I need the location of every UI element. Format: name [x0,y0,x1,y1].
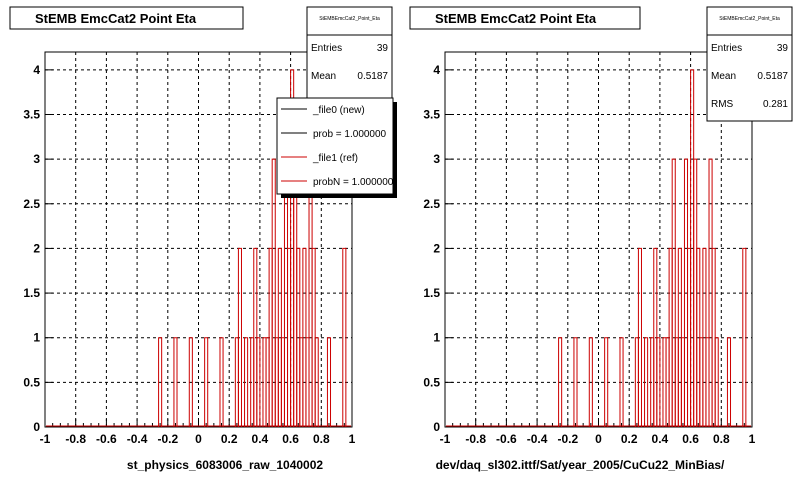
x-tick-label: -0.8 [465,432,486,446]
histogram-bin [173,337,178,427]
x-tick-label: -0.4 [527,432,548,446]
y-tick-label: 0 [33,420,40,434]
x-tick-label: -0.4 [127,432,148,446]
x-tick-label: 0.2 [221,432,238,446]
stats-value: 39 [777,43,789,54]
x-tick-label: 0.4 [652,432,669,446]
x-tick-label: 1 [749,432,756,446]
y-tick-label: 3 [33,152,40,166]
histogram-bin [573,337,578,427]
histogram-bin [158,337,163,427]
legend-label: _file1 (ref) [312,153,358,164]
histogram-bin [714,337,719,427]
y-tick-label: 1 [33,331,40,345]
chart-title: StEMB EmcCat2 Point Eta [35,11,197,26]
x-tick-label: 0 [595,432,602,446]
stats-label: Entries [711,43,742,54]
histogram-bin [188,337,193,427]
stats-label: Mean [711,71,736,82]
y-tick-label: 0.5 [23,375,40,389]
histogram-bin [314,337,319,427]
stats-value: 0.5187 [357,71,388,82]
y-tick-label: 3 [433,152,440,166]
x-tick-label: -1 [40,432,51,446]
histogram-bin [326,337,332,427]
title-box [409,6,641,30]
y-tick-label: 1 [433,331,440,345]
x-tick-label: 0.8 [713,432,730,446]
stats-label: Entries [311,43,342,54]
x-axis-label: dev/daq_sl302.ittf/Sat/year_2005/CuCu22_… [436,458,725,472]
y-tick-label: 1.5 [423,286,440,300]
y-tick-label: 3.5 [23,108,40,122]
title-box [9,6,244,30]
stats-label: Mean [311,71,336,82]
x-tick-label: 0.6 [282,432,299,446]
histogram-bin [204,337,209,427]
x-tick-label: 0 [195,432,202,446]
x-tick-label: -1 [440,432,451,446]
histogram-bin [742,247,747,427]
y-tick-label: 4 [433,63,440,77]
histogram-bin [726,337,732,427]
histogram-bin [271,158,276,427]
y-tick-label: 2 [433,241,440,255]
histogram-bin [644,337,649,427]
x-tick-label: -0.8 [65,432,86,446]
x-tick-label: 0.6 [682,432,699,446]
legend-label: _file0 (new) [312,105,365,116]
x-tick-label: 0.8 [313,432,330,446]
x-axis-label: st_physics_6083006_raw_1040002 [127,458,323,472]
x-tick-label: -0.6 [96,432,117,446]
histogram-bin [588,337,593,427]
y-tick-label: 0 [433,420,440,434]
x-tick-label: 1 [349,432,356,446]
stats-value: 0.281 [763,99,788,110]
histogram-bin [656,337,661,427]
x-tick-label: 0.4 [252,432,269,446]
y-tick-label: 2 [33,241,40,255]
y-tick-label: 2.5 [23,197,40,211]
histogram-bin [637,247,642,427]
x-tick-label: -0.2 [157,432,178,446]
histogram-bin [604,337,609,427]
histogram-bin [256,337,261,427]
stats-name: StEMBEmcCat2_Point_Eta [719,16,780,22]
legend-box [276,97,394,195]
histogram-bin [219,337,224,427]
histogram-bin [671,158,676,427]
stats-box [706,6,793,122]
histogram-bin [558,337,563,427]
legend-label: prob = 1.000000 [313,129,387,140]
stats-value: 39 [377,43,389,54]
stats-label: RMS [711,99,734,110]
y-tick-label: 2.5 [423,197,440,211]
histogram-bin [619,337,624,427]
stats-value: 0.5187 [757,71,788,82]
y-tick-label: 4 [33,63,40,77]
histogram-bin [342,247,347,427]
chart-title: StEMB EmcCat2 Point Eta [435,11,597,26]
x-tick-label: -0.2 [557,432,578,446]
histogram-bin [244,337,249,427]
y-tick-label: 0.5 [423,375,440,389]
x-tick-label: -0.6 [496,432,517,446]
x-tick-label: 0.2 [621,432,638,446]
legend-label: probN = 1.000000 [313,177,394,188]
y-tick-label: 3.5 [423,108,440,122]
histogram-bin [237,247,242,427]
y-tick-label: 1.5 [23,286,40,300]
stats-name: StEMBEmcCat2_Point_Eta [319,16,380,22]
